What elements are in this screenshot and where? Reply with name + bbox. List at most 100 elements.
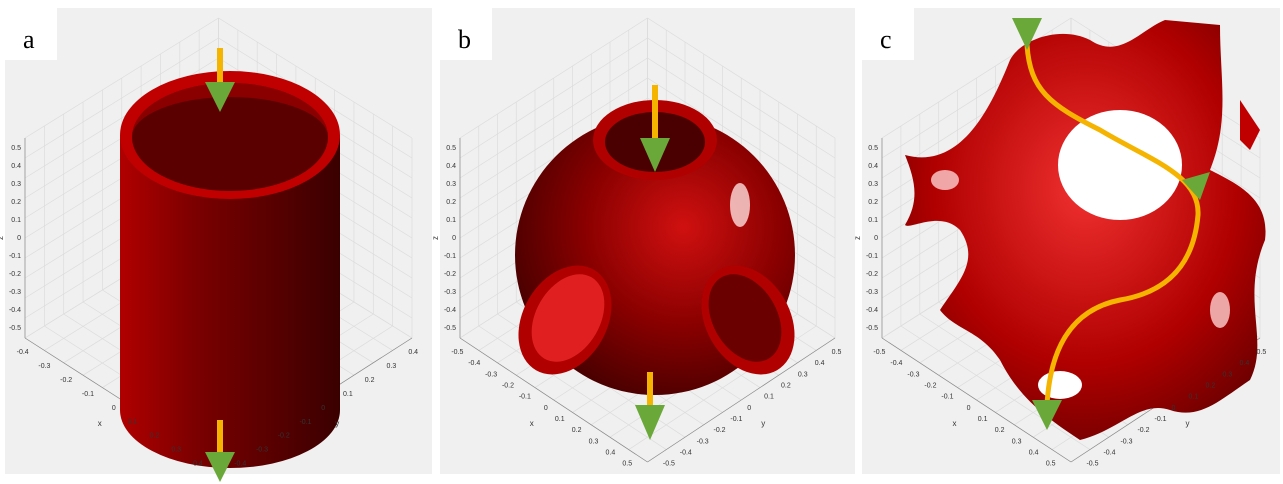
x-axis-label: x [530, 419, 534, 428]
z-tick-label: 0 [452, 235, 456, 242]
x-tick-label: -0.5 [451, 349, 463, 356]
y-tick-label: -0.1 [299, 419, 311, 426]
z-tick-label: -0.4 [444, 307, 456, 314]
z-tick-label: 0.1 [446, 217, 456, 224]
x-tick-label: 0.3 [1012, 438, 1022, 445]
y-axis-label: y [761, 419, 765, 428]
y-tick-label: 0 [1172, 405, 1176, 412]
y-tick-label: -0.3 [256, 447, 268, 454]
x-tick-label: -0.2 [924, 383, 936, 390]
x-tick-label: 0.4 [193, 461, 203, 468]
x-tick-label: 0.1 [555, 416, 565, 423]
z-tick-label: -0.4 [866, 307, 878, 314]
y-tick-label: 0 [321, 405, 325, 412]
y-tick-label: 0.1 [1189, 394, 1199, 401]
figure: 0.5 0.4 0.3 0.2 0.1 0 -0.1 -0.2 -0.3 -0.4 -0.5 -0.4… [0, 0, 1283, 484]
z-tick-label: 0.2 [868, 199, 878, 206]
y-tick-label: 0.2 [1206, 383, 1216, 390]
y-tick-label: 0.1 [764, 394, 774, 401]
y-tick-label: 0.4 [815, 360, 825, 367]
z-axis-label: z [853, 236, 862, 240]
x-tick-label: 0.2 [150, 433, 160, 440]
x-tick-label: 0.4 [606, 449, 616, 456]
z-axis-label: z [431, 236, 440, 240]
y-tick-label: -0.1 [1154, 416, 1166, 423]
y-tick-label: 0.3 [1223, 371, 1233, 378]
x-tick-label: 0.5 [1046, 461, 1056, 468]
z-tick-label: -0.1 [9, 253, 21, 260]
x-tick-label: -0.3 [907, 371, 919, 378]
y-tick-label: -0.3 [1120, 438, 1132, 445]
x-tick-label: 0 [544, 405, 548, 412]
panel-label: a [23, 25, 35, 54]
z-tick-label: 0.1 [11, 217, 21, 224]
y-tick-label: 0.5 [1257, 349, 1267, 356]
z-tick-label: -0.5 [866, 325, 878, 332]
panel-label: c [880, 25, 892, 54]
x-tick-label: 0.4 [1029, 449, 1039, 456]
z-tick-label: 0.5 [868, 145, 878, 152]
x-tick-label: 0.3 [589, 438, 599, 445]
x-tick-label: -0.4 [890, 360, 902, 367]
z-tick-label: 0.3 [868, 181, 878, 188]
x-axis-label: x [98, 419, 102, 428]
z-tick-label: -0.3 [444, 289, 456, 296]
x-tick-label: 0 [112, 405, 116, 412]
y-tick-label: -0.2 [714, 427, 726, 434]
y-axis-label: y [335, 419, 339, 428]
y-tick-label: 0.3 [798, 371, 808, 378]
z-tick-label: -0.3 [866, 289, 878, 296]
x-tick-label: -0.5 [873, 349, 885, 356]
x-tick-label: -0.2 [60, 377, 72, 384]
z-tick-label: -0.5 [444, 325, 456, 332]
y-tick-label: -0.4 [1103, 449, 1115, 456]
x-tick-label: -0.1 [941, 394, 953, 401]
cylinder [120, 48, 340, 482]
z-tick-label: 0.5 [446, 145, 456, 152]
z-tick-label: -0.5 [9, 325, 21, 332]
y-tick-label: -0.4 [680, 449, 692, 456]
z-tick-label: 0 [874, 235, 878, 242]
z-tick-label: 0.5 [11, 145, 21, 152]
z-tick-label: 0.4 [446, 163, 456, 170]
x-tick-label: 0.1 [978, 416, 988, 423]
y-tick-label: -0.2 [1137, 427, 1149, 434]
x-axis-label: x [953, 419, 957, 428]
y-tick-label: 0.2 [781, 383, 791, 390]
y-tick-label: 0.1 [343, 391, 353, 398]
z-tick-label: 0.2 [446, 199, 456, 206]
y-tick-label: 0.4 [408, 349, 418, 356]
x-tick-label: -0.3 [485, 371, 497, 378]
y-tick-label: -0.2 [278, 433, 290, 440]
x-tick-label: -0.4 [17, 349, 29, 356]
x-tick-label: 0 [967, 405, 971, 412]
x-tick-label: -0.2 [502, 383, 514, 390]
z-tick-label: 0.3 [446, 181, 456, 188]
y-axis-label: y [1186, 419, 1190, 428]
z-tick-label: -0.4 [9, 307, 21, 314]
z-tick-label: -0.1 [444, 253, 456, 260]
x-tick-label: -0.1 [519, 394, 531, 401]
z-tick-label: 0.3 [11, 181, 21, 188]
x-tick-label: -0.3 [38, 363, 50, 370]
x-tick-label: 0.5 [622, 461, 632, 468]
z-axis-label: z [0, 236, 5, 240]
z-tick-label: 0 [17, 235, 21, 242]
y-tick-label: 0.5 [832, 349, 842, 356]
z-tick-label: 0.1 [868, 217, 878, 224]
y-tick-label: 0 [747, 405, 751, 412]
y-tick-label: 0.2 [365, 377, 375, 384]
panel-label: b [458, 25, 471, 54]
x-tick-label: -0.1 [82, 391, 94, 398]
y-tick-label: -0.3 [697, 438, 709, 445]
z-tick-label: -0.2 [866, 271, 878, 278]
x-tick-label: 0.2 [995, 427, 1005, 434]
y-tick-label: -0.1 [730, 416, 742, 423]
x-tick-label: 0.2 [572, 427, 582, 434]
z-tick-label: -0.2 [9, 271, 21, 278]
y-tick-label: -0.4 [234, 461, 246, 468]
x-tick-label: 0.1 [128, 419, 138, 426]
y-tick-label: -0.5 [663, 461, 675, 468]
z-tick-label: 0.2 [11, 199, 21, 206]
z-tick-label: -0.3 [9, 289, 21, 296]
